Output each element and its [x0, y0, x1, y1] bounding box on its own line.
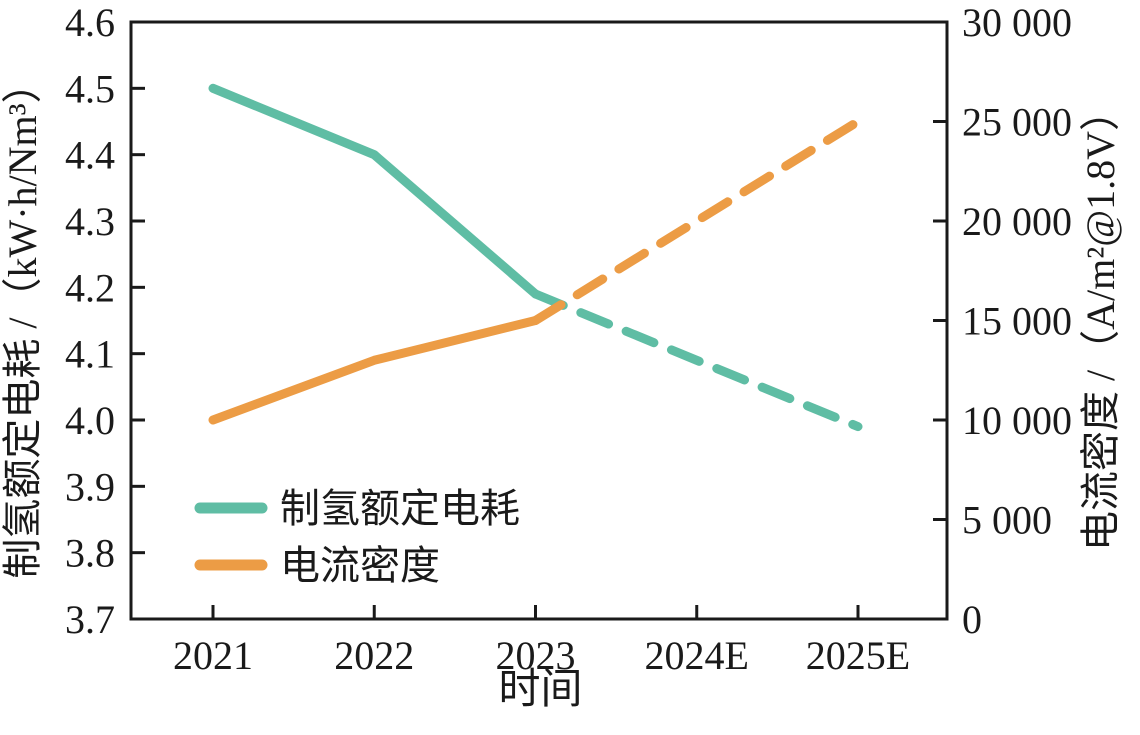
series-1-dashed-line — [531, 117, 863, 325]
left-axis-tick-label: 3.8 — [65, 531, 115, 576]
left-axis-tick-label: 4.6 — [65, 0, 115, 45]
right-axis-tick-label: 10 000 — [962, 398, 1072, 443]
left-axis-tick-label: 3.9 — [65, 464, 115, 509]
series-1-solid-line — [208, 316, 540, 425]
series-0-dashed-line — [531, 289, 863, 432]
right-axis-title: 电流密度 /（A/m²@1.8V） — [1078, 91, 1123, 551]
legend-label: 电流密度 — [280, 543, 440, 588]
left-axis-tick-label: 4.0 — [65, 398, 115, 443]
x-axis-tick-label: 2023 — [496, 633, 576, 678]
right-axis-tick-label: 0 — [962, 597, 982, 642]
series-0-solid-line — [208, 83, 540, 299]
left-axis-title: 制氢额定电耗 /（kW·h/Nm³） — [0, 63, 45, 578]
left-axis-tick-label: 4.4 — [65, 133, 115, 178]
right-axis-tick-label: 25 000 — [962, 100, 1072, 145]
x-axis-tick-label: 2022 — [334, 633, 414, 678]
left-axis-tick-label: 4.2 — [65, 265, 115, 310]
x-axis-tick-label: 2021 — [173, 633, 253, 678]
right-axis-tick-label: 20 000 — [962, 199, 1072, 244]
legend-label: 制氢额定电耗 — [280, 486, 520, 531]
x-axis-tick-label: 2025E — [806, 633, 910, 678]
x-axis-tick-label: 2024E — [645, 633, 749, 678]
left-axis-tick-label: 3.7 — [65, 597, 115, 642]
right-axis-tick-label: 5 000 — [962, 498, 1052, 543]
left-axis-tick-label: 4.3 — [65, 199, 115, 244]
left-axis-tick-label: 4.1 — [65, 332, 115, 377]
right-axis-tick-label: 30 000 — [962, 0, 1072, 45]
x-axis-title: 时间 — [498, 667, 582, 713]
left-axis-tick-label: 4.5 — [65, 66, 115, 111]
right-axis-tick-label: 15 000 — [962, 299, 1072, 344]
